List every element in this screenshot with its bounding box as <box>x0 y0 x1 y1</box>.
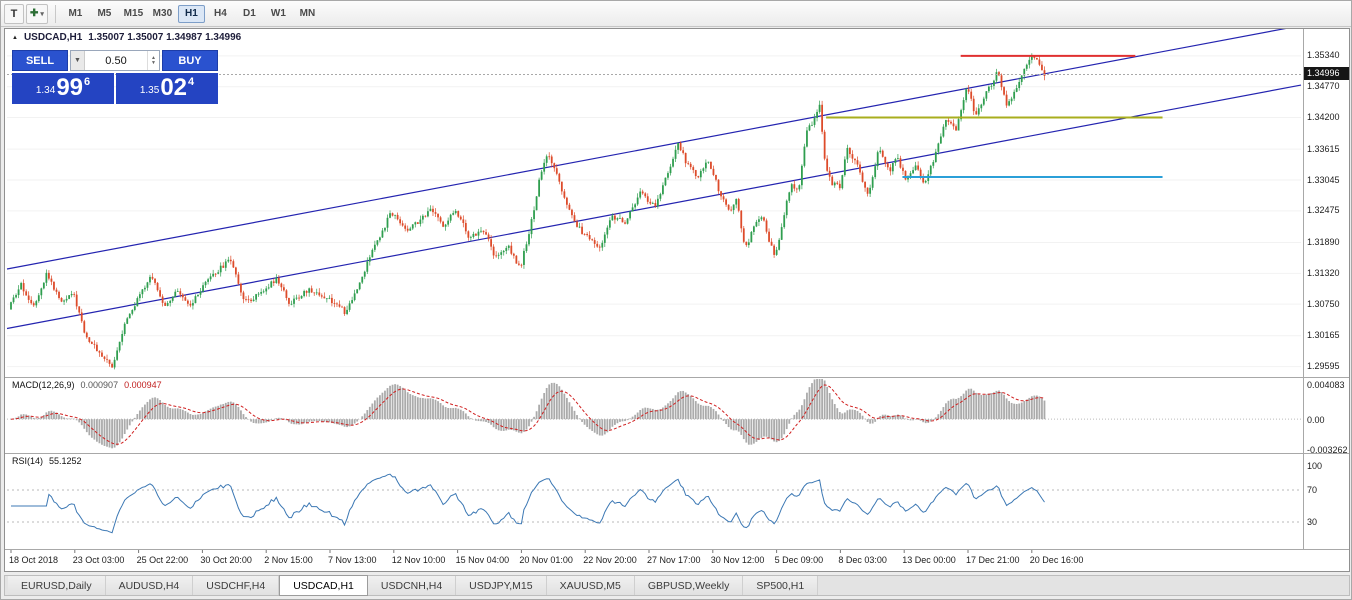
sell-button[interactable]: SELL <box>12 50 68 71</box>
crosshair-icon: ✚ <box>30 7 39 19</box>
macd-main-value: 0.000907 <box>80 380 119 390</box>
chevron-down-icon: ▾ <box>40 10 44 18</box>
ohlc-values: 1.35007 1.35007 1.34987 1.34996 <box>88 32 242 43</box>
buy-price-figure: 1.35 <box>139 85 160 96</box>
timeframe-m30-button[interactable]: M30 <box>152 8 173 19</box>
rsi-indicator-label: RSI(14) 55.1252 <box>12 456 82 466</box>
macd-panel <box>7 379 1301 449</box>
chart-tab-sp500[interactable]: SP500,H1 <box>743 576 819 595</box>
macd-name: MACD(12,26,9) <box>12 380 75 390</box>
macd-indicator-label: MACD(12,26,9) 0.000907 0.000947 <box>12 380 162 390</box>
rsi-line <box>11 473 1045 534</box>
timeframe-w1-button[interactable]: W1 <box>270 8 286 19</box>
chart-tab-eurusd[interactable]: EURUSD,Daily <box>8 576 106 595</box>
current-price-badge: 1.34996 <box>1304 67 1349 81</box>
buy-price-display[interactable]: 1.35 02 4 <box>116 73 218 104</box>
chart-tab-usdjpy[interactable]: USDJPY,M15 <box>456 576 547 595</box>
crosshair-tool-button[interactable]: ✚ ▾ <box>26 3 48 24</box>
sell-price-display[interactable]: 1.34 99 6 <box>12 73 114 104</box>
timeframe-m5-button[interactable]: M5 <box>97 8 112 19</box>
chart-title: ▲ USDCAD,H1 1.35007 1.35007 1.34987 1.34… <box>12 32 241 43</box>
volume-stepper[interactable]: ▲ ▼ <box>147 51 159 70</box>
volume-value: 0.50 <box>105 54 127 67</box>
chart-tab-gbpusd[interactable]: GBPUSD,Weekly <box>634 576 744 595</box>
timeframe-h4-button[interactable]: H4 <box>214 8 227 19</box>
volume-control[interactable]: ▼ 0.50 ▲ ▼ <box>70 50 160 71</box>
chart-tab-usdchf[interactable]: USDCHF,H4 <box>193 576 280 595</box>
buy-price-point: 4 <box>188 76 195 88</box>
chart-tab-usdcnh[interactable]: USDCNH,H4 <box>367 576 457 595</box>
sell-price-point: 6 <box>84 76 91 88</box>
toolbar-separator <box>54 4 56 23</box>
timeframe-d1-button[interactable]: D1 <box>243 8 256 19</box>
timeframe-m1-button[interactable]: M1 <box>68 8 83 19</box>
toolbar: T ✚ ▾ M1 M5 M15 M30 H1 H4 D1 W1 MN <box>1 1 1351 27</box>
rsi-name: RSI(14) <box>12 456 44 466</box>
buy-button[interactable]: BUY <box>162 50 218 71</box>
volume-dropdown-icon[interactable]: ▼ <box>71 51 85 70</box>
chart-tab-audusd[interactable]: AUDUSD,H4 <box>105 576 194 595</box>
macd-signal-line <box>10 384 1045 445</box>
buy-price-pips: 02 <box>160 74 188 101</box>
rsi-panel <box>7 473 1301 534</box>
text-tool-button[interactable]: T <box>4 3 24 24</box>
chart-window: 1.35340 1.34770 1.34200 1.33615 1.33045 1.324… <box>4 28 1350 572</box>
main-price-panel <box>6 29 1302 370</box>
symbol-period-label: USDCAD,H1 <box>23 32 83 43</box>
charts-tab-bar: EURUSD,Daily AUDUSD,H4 USDCHF,H4 USDCAD,H1 U… <box>4 575 1350 596</box>
chart-tab-usdcad[interactable]: USDCAD,H1 <box>279 575 368 596</box>
timeframe-m15-button[interactable]: M15 <box>123 8 144 19</box>
candlestick-series <box>10 53 1046 370</box>
chart-tab-xauusd[interactable]: XAUUSD,M5 <box>546 576 635 595</box>
chart-canvas[interactable] <box>5 29 1349 571</box>
rsi-value: 55.1252 <box>49 456 82 466</box>
timeframe-mn-button[interactable]: MN <box>299 8 316 19</box>
one-click-trading-panel: SELL ▼ 0.50 ▲ ▼ BUY 1.34 99 6 1.35 02 4 <box>12 50 218 104</box>
sell-price-figure: 1.34 <box>35 85 56 96</box>
sell-price-pips: 99 <box>56 74 84 101</box>
timeframe-h1-button[interactable]: H1 <box>177 4 205 23</box>
timeframe-group: M1 M5 M15 M30 H1 H4 D1 W1 MN <box>61 4 322 23</box>
macd-signal-value: 0.000947 <box>124 380 162 390</box>
chart-marker-icon: ▲ <box>12 34 18 41</box>
